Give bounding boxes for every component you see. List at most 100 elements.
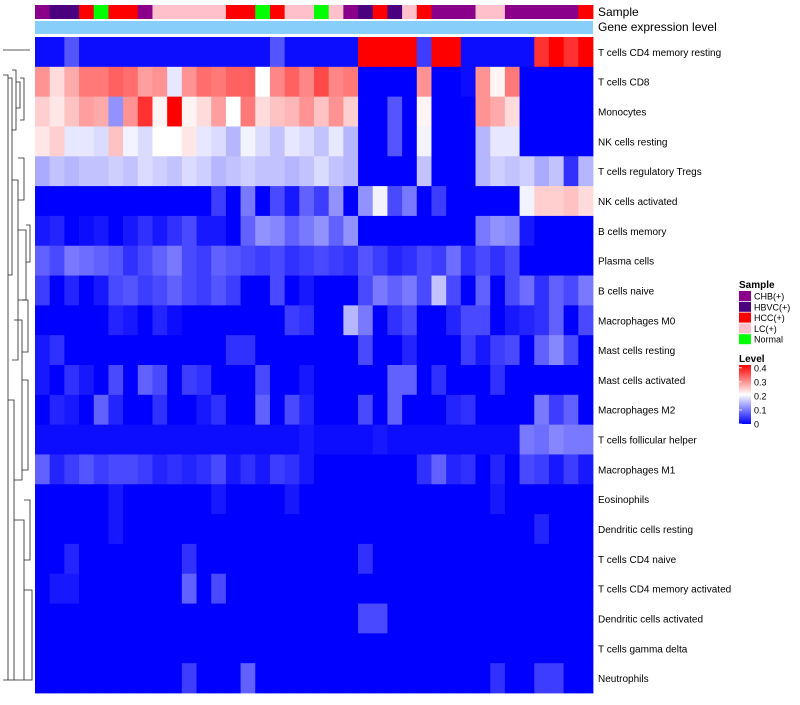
heatmap-cell [211, 37, 227, 68]
heatmap-cell [167, 37, 183, 68]
sample-annotation-cell [402, 5, 418, 19]
heatmap-cell [152, 305, 168, 336]
heatmap-cell [123, 37, 139, 68]
heatmap-cell [225, 573, 241, 604]
heatmap-cell [446, 37, 462, 68]
heatmap-cell [93, 335, 109, 366]
heatmap-cell [431, 126, 447, 157]
heatmap-cell [548, 66, 565, 98]
row-label: Dendritic cells resting [598, 525, 693, 536]
heatmap-cell [240, 305, 256, 336]
heatmap-cell [387, 186, 403, 217]
row-label: T cells CD4 memory resting [598, 48, 721, 59]
heatmap-cell [64, 96, 80, 127]
heatmap-cell [79, 37, 95, 68]
heatmap-cell [269, 514, 286, 545]
heatmap-cell [343, 126, 359, 157]
heatmap-cell [358, 156, 374, 187]
heatmap-cell [64, 633, 80, 664]
sample-legend-swatch [739, 301, 751, 312]
heatmap-cell [181, 603, 197, 634]
heatmap-cell [416, 394, 432, 426]
heatmap-cell [519, 215, 535, 247]
heatmap-cell [79, 156, 95, 187]
heatmap-cell [328, 394, 344, 426]
heatmap-cell [563, 633, 579, 664]
heatmap-cell [225, 37, 241, 68]
heatmap-cell [49, 305, 65, 336]
heatmap-cell [152, 37, 168, 68]
heatmap-cell [504, 484, 520, 515]
heatmap-cell [504, 514, 520, 545]
heatmap-cell [578, 245, 594, 276]
heatmap-cell [123, 96, 139, 127]
heatmap-cell [108, 126, 124, 157]
heatmap-cell [240, 156, 256, 187]
heatmap-cell [93, 394, 109, 426]
heatmap-cell [314, 156, 330, 187]
heatmap-cell [314, 186, 330, 217]
heatmap-cell [196, 454, 212, 485]
heatmap-cell [269, 663, 286, 694]
heatmap-cell [181, 305, 197, 336]
heatmap-cell [225, 633, 241, 664]
heatmap-cell [343, 186, 359, 217]
sample-annotation-cell [152, 5, 168, 19]
heatmap-cell [460, 96, 476, 127]
heatmap-cell [475, 484, 491, 515]
heatmap-cell [372, 275, 388, 306]
heatmap-cell [108, 305, 124, 336]
heatmap-cell [387, 126, 403, 157]
heatmap-cell [137, 275, 153, 306]
heatmap-cell [402, 275, 418, 306]
heatmap-cell [225, 305, 241, 336]
heatmap-cell [314, 573, 330, 604]
heatmap-cell [475, 603, 491, 634]
heatmap-cell [137, 96, 153, 127]
heatmap-cell [255, 37, 271, 68]
heatmap-cell [387, 394, 403, 426]
heatmap-cell [284, 484, 300, 515]
heatmap-cell [108, 514, 124, 545]
heatmap-cell [431, 663, 447, 694]
heatmap-cell [446, 186, 462, 217]
heatmap-cell [123, 424, 139, 455]
heatmap-cell [211, 126, 227, 157]
heatmap-cell [460, 543, 476, 575]
heatmap-cell [225, 215, 241, 247]
heatmap-cell [181, 215, 197, 247]
heatmap-cell [93, 245, 109, 276]
heatmap-cell [93, 126, 109, 157]
heatmap-cell [446, 96, 462, 127]
sample-annotation-cell [269, 5, 286, 19]
heatmap-cell [35, 245, 51, 276]
row-dendrogram [3, 49, 33, 681]
heatmap-cell [79, 394, 95, 426]
heatmap-cell [504, 365, 520, 396]
heatmap-cell [387, 633, 403, 664]
heatmap-cell [225, 514, 241, 545]
sample-annotation-cell [211, 5, 227, 19]
heatmap-cell [416, 66, 432, 98]
heatmap-cell [578, 573, 594, 604]
heatmap-cell [490, 633, 506, 664]
sample-annotation-cell [534, 5, 550, 19]
heatmap-cell [240, 365, 256, 396]
row-label: T cells follicular helper [598, 436, 697, 447]
heatmap-cell [284, 663, 300, 694]
heatmap-cell [299, 156, 315, 187]
heatmap-cell [490, 305, 506, 336]
heatmap-cell [284, 365, 300, 396]
heatmap-cell [269, 275, 286, 306]
heatmap-cell [475, 275, 491, 306]
heatmap-cell [284, 573, 300, 604]
heatmap-cell [563, 394, 579, 426]
heatmap-cell [519, 543, 535, 575]
heatmap-cell [460, 335, 476, 366]
heatmap-cell [504, 275, 520, 306]
heatmap-cell [358, 305, 374, 336]
heatmap-cell [181, 96, 197, 127]
heatmap-cell [181, 454, 197, 485]
heatmap-cell [490, 394, 506, 426]
heatmap-cell [563, 543, 579, 575]
